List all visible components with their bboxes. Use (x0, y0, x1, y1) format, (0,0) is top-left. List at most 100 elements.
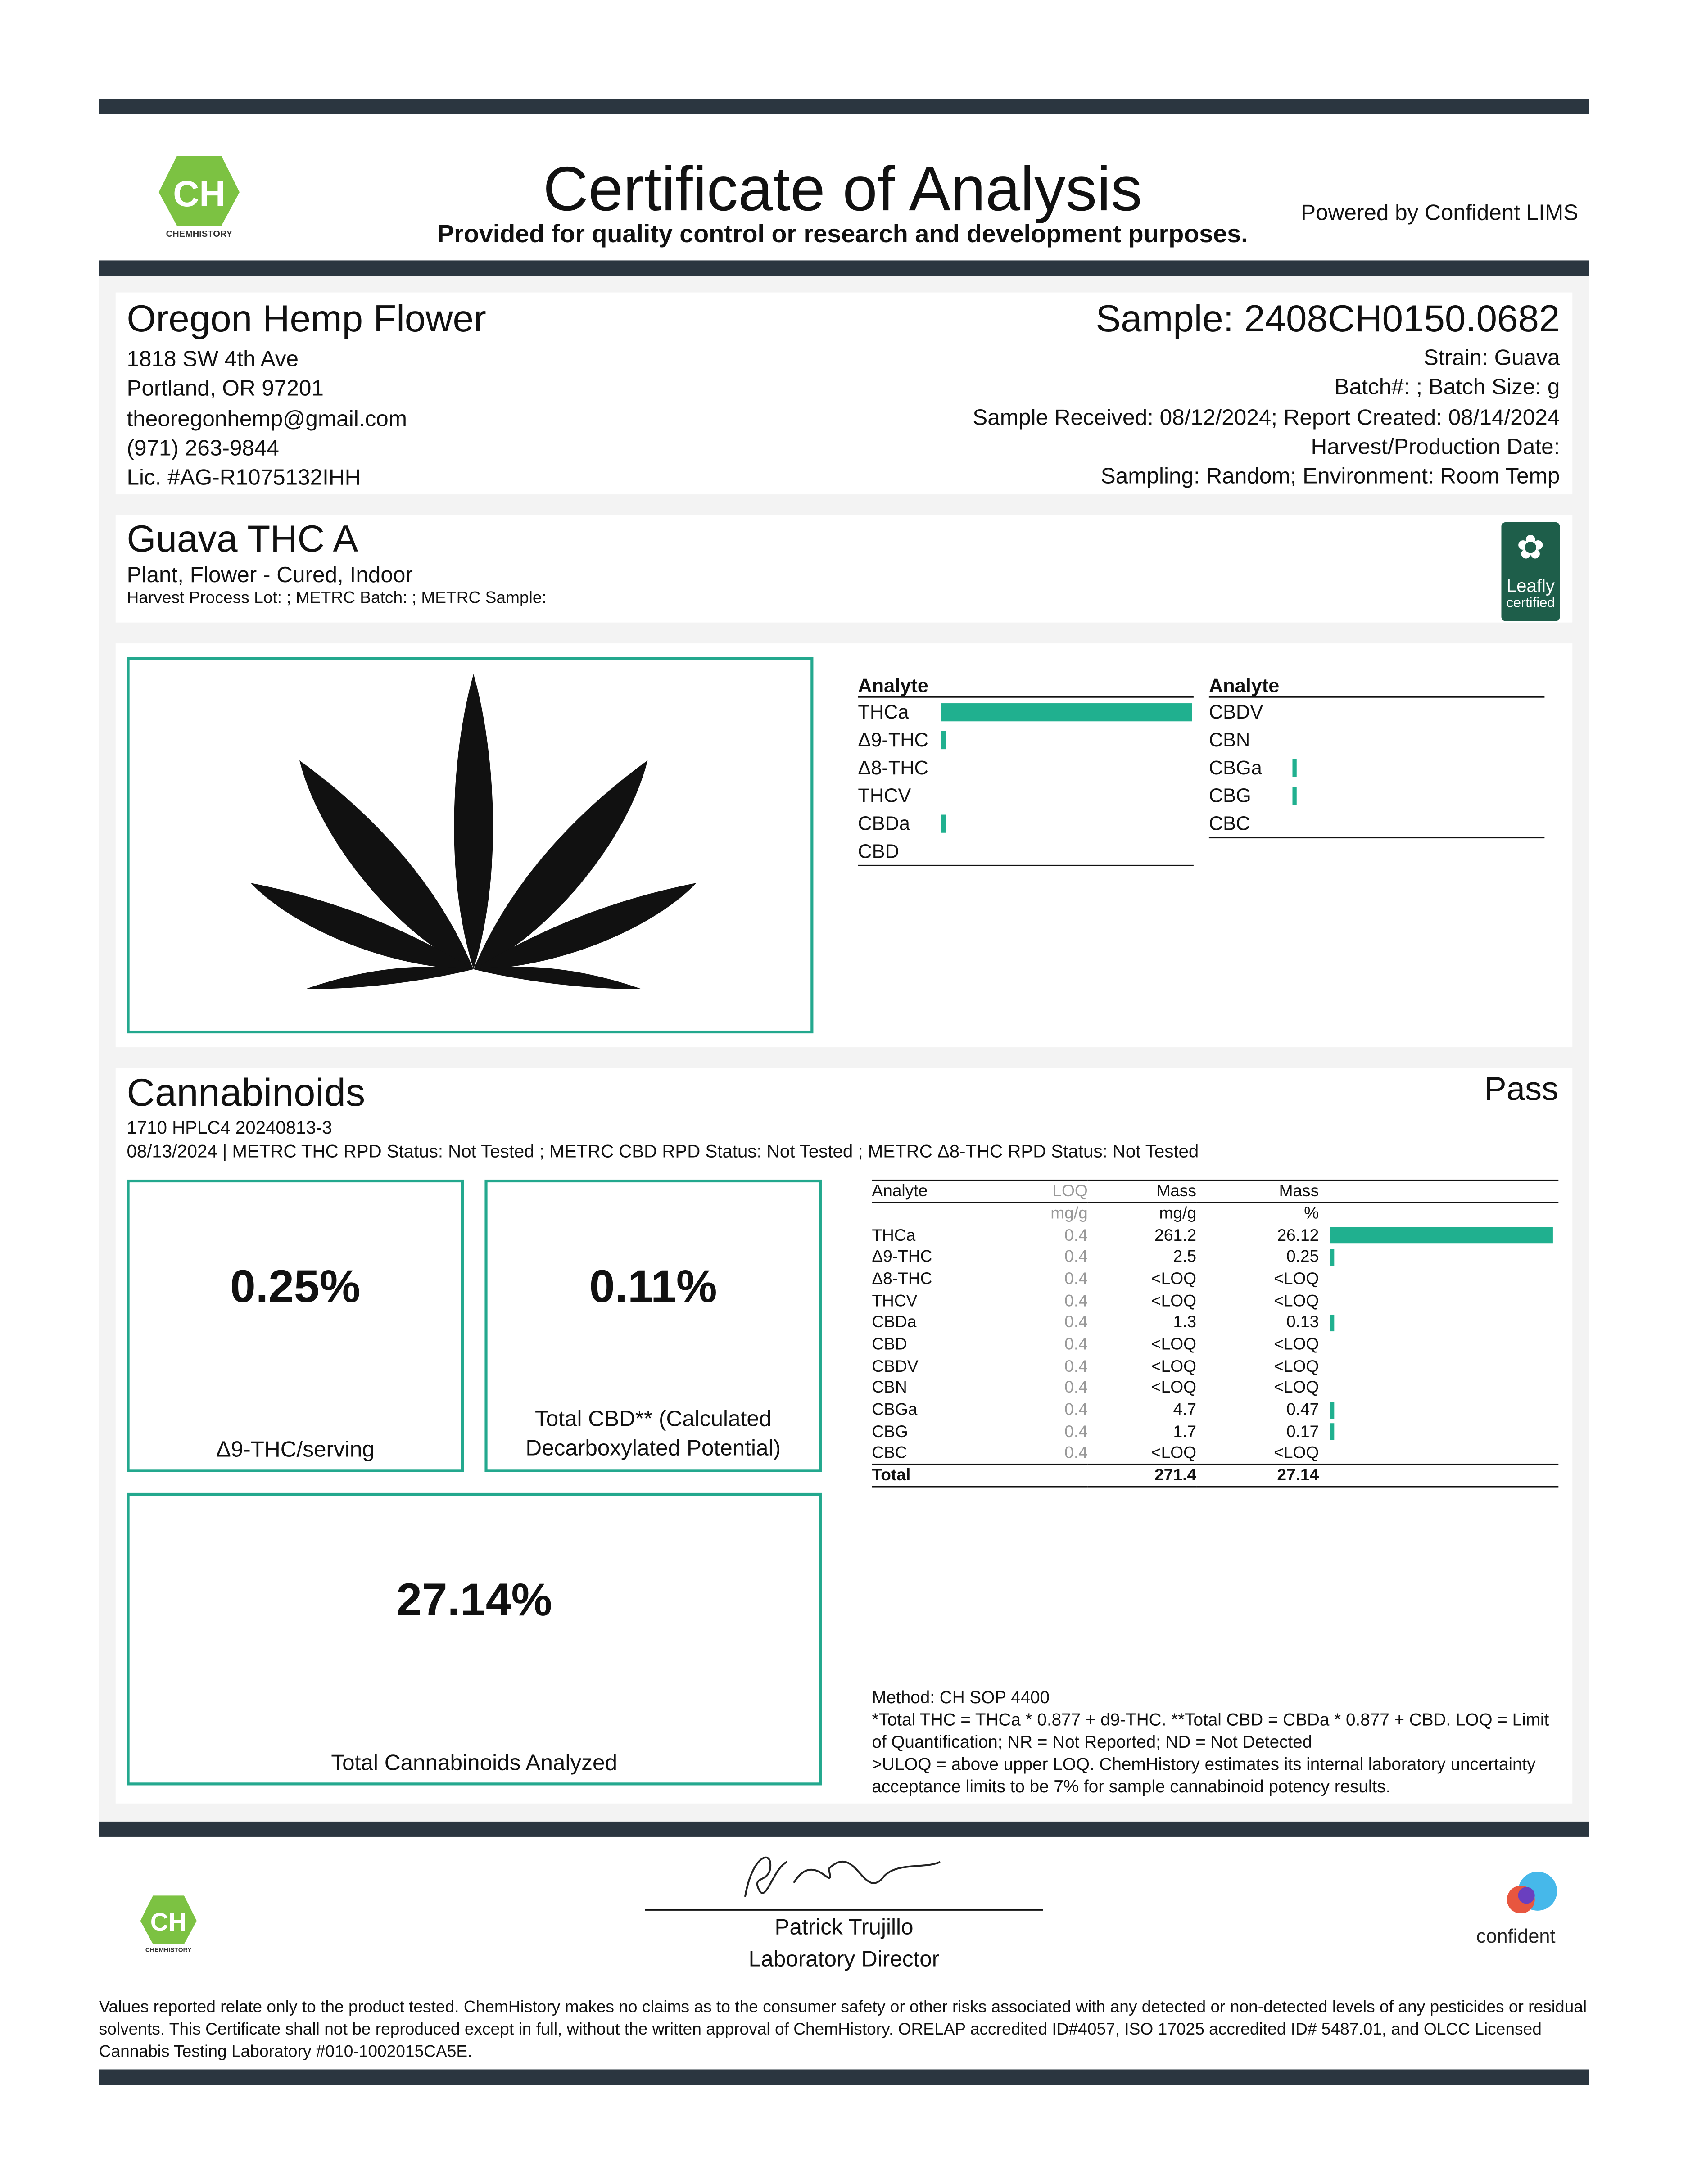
powered-by: Powered by Confident LIMS (1301, 202, 1579, 226)
analyte-cell: CBDa (872, 1312, 917, 1332)
svg-text:CHEMHISTORY: CHEMHISTORY (145, 1946, 192, 1953)
table-row: THCV 0.4 <LOQ <LOQ (872, 1290, 1558, 1312)
leafly-sub: certified (1506, 596, 1555, 611)
unit-mass: mg/g (1159, 1203, 1197, 1223)
mass-pct-cell: 0.17 (1286, 1421, 1319, 1441)
analyte-cell: Δ8-THC (872, 1268, 932, 1288)
mass-bar (1330, 1227, 1553, 1244)
mass-bar (1330, 1314, 1335, 1331)
top-bar (99, 99, 1589, 114)
overview-bar (1292, 758, 1297, 777)
mass-pct-cell: 26.12 (1277, 1225, 1319, 1244)
signature-image (744, 1856, 941, 1897)
total-cbd-value: 0.11% (589, 1260, 717, 1312)
analyte-cell: THCV (872, 1290, 918, 1310)
leafly-text: Leafly (1506, 575, 1555, 596)
analyte-cell: CBN (872, 1378, 907, 1397)
sample-harvest: Harvest/Production Date: (1311, 435, 1560, 460)
table-row: CBDa 0.4 1.3 0.13 (872, 1312, 1558, 1334)
client-info: 1818 SW 4th Ave Portland, OR 97201 theor… (127, 345, 407, 493)
units-row: mg/g mg/g% (872, 1203, 1558, 1225)
mass-pct-cell: 0.25 (1286, 1247, 1319, 1266)
total-row: Total 271.4 27.14 (872, 1465, 1559, 1487)
mass-pct-cell: <LOQ (1274, 1443, 1319, 1463)
cannabis-leaf-image (127, 657, 814, 1034)
total-mass-pct: 27.14 (1277, 1465, 1319, 1485)
table-row: Δ8-THC 0.4 <LOQ <LOQ (872, 1268, 1558, 1290)
cannabis-leaf-icon (250, 674, 697, 989)
mass-pct-cell: 0.13 (1286, 1312, 1319, 1332)
svg-text:CH: CH (173, 174, 225, 214)
overview-row: CBDa (858, 809, 1193, 837)
mass-pct-cell: <LOQ (1274, 1268, 1319, 1288)
sample-id: Sample: 2408CH0150.0682 (1095, 298, 1560, 340)
unit-pct: % (1304, 1203, 1319, 1223)
overview-bar (941, 702, 1192, 721)
table-row: CBN 0.4 <LOQ <LOQ (872, 1377, 1558, 1399)
overview-row: CBDV (1209, 698, 1544, 726)
overview-analyte: CBD (858, 840, 899, 862)
cannabinoid-table: Analyte LOQ Mass Mass mg/g mg/g% THCa 0.4 2… (872, 1180, 1559, 1488)
section-title: Cannabinoids (127, 1071, 366, 1114)
overview-row: CBN (1209, 726, 1544, 754)
table-row: CBGa 0.4 4.7 0.47 (872, 1399, 1558, 1421)
mass-mg-cell: <LOQ (1151, 1356, 1197, 1376)
signature-bar (99, 1821, 1589, 1837)
loq-cell: 0.4 (1064, 1312, 1088, 1332)
header-bar (99, 260, 1589, 276)
col-mass-mg: Mass (1156, 1181, 1197, 1201)
overview-row: CBC (1209, 809, 1544, 837)
loq-cell: 0.4 (1064, 1443, 1088, 1463)
overview-row: Δ9-THC (858, 726, 1193, 754)
table-row: CBDV 0.4 <LOQ <LOQ (872, 1356, 1558, 1378)
overview-analyte: THCa (858, 700, 909, 723)
client-license: Lic. #AG-R1075132IHH (127, 466, 361, 491)
total-cannabinoids-box: 27.14% Total Cannabinoids Analyzed (127, 1492, 822, 1786)
instrument: 1710 HPLC4 20240813-3 (127, 1117, 332, 1138)
svg-text:CH: CH (150, 1908, 187, 1936)
chemhistory-logo: CH CHEMHISTORY (158, 156, 240, 239)
method-notes: Method: CH SOP 4400 *Total THC = THCa * … (872, 1687, 1561, 1798)
mass-mg-cell: 1.7 (1173, 1421, 1197, 1441)
loq-cell: 0.4 (1064, 1268, 1088, 1288)
sample-dates: Sample Received: 08/12/2024; Report Crea… (973, 406, 1560, 430)
thc-serving-value: 0.25% (230, 1260, 361, 1312)
table-header: Analyte LOQ Mass Mass (872, 1180, 1559, 1203)
product-name: Guava THC A (127, 518, 358, 560)
loq-cell: 0.4 (1064, 1334, 1088, 1354)
analyte-cell: CBG (872, 1421, 908, 1441)
product-type: Plant, Flower - Cured, Indoor (127, 564, 413, 588)
rpd-status: 08/13/2024 | METRC THC RPD Status: Not T… (127, 1140, 1199, 1162)
mass-pct-cell: <LOQ (1274, 1334, 1319, 1354)
pass-status: Pass (1484, 1071, 1559, 1109)
analyte-cell: CBGa (872, 1399, 918, 1420)
page-title: Certificate of Analysis (543, 153, 1142, 225)
mass-mg-cell: 4.7 (1173, 1399, 1197, 1420)
page-subtitle: Provided for quality control or research… (437, 220, 1248, 248)
overview-left-chart: Analyte THCa Δ9-THC Δ8-THC THCV CBDa CBD (858, 674, 1194, 866)
total-label: Total (872, 1465, 911, 1485)
client-email[interactable]: theoregonhemp@gmail.com (127, 407, 407, 431)
overview-analyte: CBG (1208, 784, 1251, 806)
analyte-cell: Δ9-THC (872, 1247, 932, 1266)
mass-mg-cell: <LOQ (1151, 1268, 1197, 1288)
overview-analyte: CBC (1208, 812, 1250, 834)
loq-cell: 0.4 (1064, 1290, 1088, 1310)
mass-pct-cell: <LOQ (1274, 1290, 1319, 1310)
leafly-badge: ✿ Leafly certified (1501, 522, 1560, 621)
thc-serving-label: Δ9-THC/serving (216, 1438, 375, 1462)
table-row: Δ9-THC 0.4 2.5 0.25 (872, 1246, 1558, 1268)
overview-right-chart: Analyte CBDV CBN CBGa CBG CBC (1208, 674, 1545, 839)
analyte-cell: THCa (872, 1225, 916, 1244)
thc-serving-box: 0.25% Δ9-THC/serving (127, 1179, 464, 1472)
analyte-cell: CBDV (872, 1356, 919, 1376)
overview-bar (1292, 786, 1297, 805)
overview-bar (941, 730, 946, 749)
overview-analyte: CBN (1208, 728, 1250, 751)
mass-bar (1330, 1402, 1335, 1419)
overview-right-header: Analyte (1208, 674, 1545, 698)
confident-logo-icon (1507, 1872, 1557, 1914)
client-address2: Portland, OR 97201 (127, 378, 324, 402)
client-phone: (971) 263-9844 (127, 437, 279, 461)
signature-line (645, 1909, 1043, 1911)
